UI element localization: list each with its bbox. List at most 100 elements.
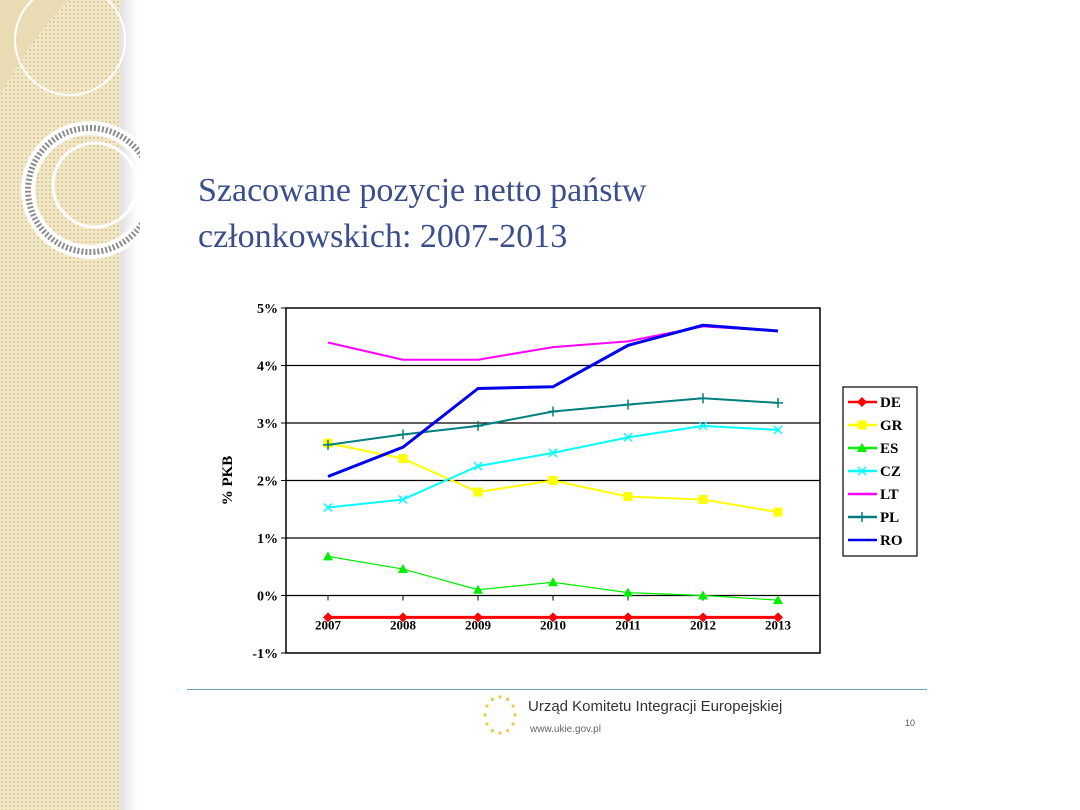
x-tick-label: 2013: [765, 618, 792, 633]
slide-title-line-2: członkowskich: 2007-2013: [198, 218, 568, 255]
series-es: [323, 551, 783, 605]
point-cz-marker: [323, 502, 333, 513]
point-pl-marker: [698, 393, 708, 404]
logo-star: [505, 697, 510, 702]
legend-de-marker: [857, 397, 867, 407]
point-es-marker: [548, 577, 558, 587]
point-es-marker: [773, 595, 783, 605]
x-tick-label: 2008: [390, 618, 417, 633]
point-de-marker: [698, 612, 708, 623]
point-cz-marker: [773, 425, 783, 435]
legend-label-lt: LT: [880, 487, 899, 503]
series-lines: [323, 323, 783, 623]
point-gr-marker: [548, 476, 558, 485]
point-de-marker: [623, 612, 633, 623]
decorative-rings: [0, 0, 140, 259]
logo-star: [498, 731, 502, 735]
point-pl-marker: [323, 439, 333, 450]
legend-pl-marker: [857, 512, 867, 522]
logo-star: [485, 704, 489, 708]
point-pl-marker: [623, 399, 633, 410]
point-es-marker: [323, 551, 333, 561]
logo-star: [511, 704, 515, 708]
net-positions-line-chart: 5% 4% 3% 2% 1% 0% -1% 2007 2008 2009 2010 2011 2012…: [220, 302, 918, 662]
point-pl-marker: [473, 420, 483, 431]
series-de: [323, 612, 783, 623]
slide-title: Szacowane pozycje netto państw członkows…: [198, 168, 958, 260]
legend-gr-marker: [857, 420, 867, 430]
point-de-marker: [323, 612, 333, 623]
point-cz-marker: [623, 432, 633, 442]
legend-es-marker: [857, 443, 867, 452]
legend-entry-es: ES: [848, 441, 898, 457]
logo-star: [485, 722, 489, 726]
point-gr-marker: [398, 454, 408, 464]
slide-title-line-1: Szacowane pozycje netto państw: [198, 172, 647, 209]
point-cz-marker: [473, 461, 483, 471]
x-tick-label: 2010: [540, 618, 566, 633]
logo-star: [511, 722, 515, 726]
x-tick-label: 2012: [690, 618, 716, 633]
point-es-marker: [623, 587, 633, 597]
y-tick-label: 1%: [257, 532, 278, 547]
legend-entry-cz: CZ: [848, 464, 901, 480]
logo-star: [498, 695, 502, 699]
legend-label-gr: GR: [880, 418, 903, 434]
logo-star: [505, 728, 510, 733]
legend-entry-lt: LT: [848, 487, 899, 503]
y-tick-label: 2%: [257, 475, 278, 490]
point-de-marker: [548, 612, 558, 623]
legend-label-pl: PL: [880, 510, 899, 526]
x-tick-label: 2007: [315, 618, 342, 633]
eu-stars-logo-icon: [483, 695, 517, 735]
decorative-thin-ring: [14, 0, 126, 96]
point-cz-marker: [548, 448, 558, 458]
point-cz-marker: [698, 421, 708, 431]
legend-label-cz: CZ: [880, 464, 901, 480]
logo-star: [483, 713, 487, 717]
point-es-marker: [398, 564, 408, 574]
legend-label-es: ES: [880, 441, 898, 457]
series-cz: [323, 421, 783, 513]
page-number: 10: [905, 718, 916, 728]
legend-entry-ro: RO: [848, 533, 903, 549]
point-de-marker: [473, 612, 483, 623]
x-tick-label: 2011: [615, 618, 640, 633]
point-es-marker: [473, 584, 483, 594]
y-axis-ticks: 5% 4% 3% 2% 1% 0% -1%: [252, 302, 286, 662]
y-tick-label: 5%: [257, 302, 278, 317]
y-tick-label: 3%: [257, 417, 278, 432]
point-es-marker: [698, 590, 708, 600]
footer-organization-name: Urząd Komitetu Integracji Europejskiej: [528, 698, 783, 715]
legend-entry-pl: PL: [848, 510, 899, 526]
x-tick-label: 2009: [465, 618, 492, 633]
legend-label-de: DE: [880, 395, 901, 411]
point-de-marker: [773, 612, 783, 623]
y-tick-label: 4%: [257, 360, 278, 375]
series-line-ro: [327, 323, 779, 478]
chart-legend: DE GR ES CZ LT PL RO: [842, 386, 918, 557]
point-de-marker: [398, 612, 408, 623]
footer-divider: [187, 689, 927, 690]
point-pl-marker: [398, 429, 408, 440]
point-pl-marker: [773, 397, 783, 408]
point-gr-marker: [773, 507, 783, 517]
logo-star: [490, 728, 495, 733]
logo-star: [513, 713, 517, 717]
logo-star: [490, 697, 495, 702]
y-axis-label: % PKB: [220, 456, 236, 506]
point-gr-marker: [623, 492, 633, 502]
y-tick-label: -1%: [252, 647, 278, 662]
point-cz-marker: [398, 494, 408, 505]
legend-entry-de: DE: [848, 395, 901, 411]
y-tick-label: 0%: [257, 590, 278, 605]
decorative-ring-texture: [25, 125, 140, 255]
legend-label-ro: RO: [880, 533, 903, 549]
legend-cz-marker: [857, 466, 867, 476]
point-gr-marker: [698, 494, 708, 504]
x-axis-ticks: 2007 2008 2009 2010 2011 2012 2013: [315, 595, 792, 633]
series-ro: [327, 323, 779, 478]
point-gr-marker: [473, 487, 483, 497]
series-pl: [323, 393, 783, 450]
footer-website-link[interactable]: www.ukie.gov.pl: [530, 724, 601, 735]
